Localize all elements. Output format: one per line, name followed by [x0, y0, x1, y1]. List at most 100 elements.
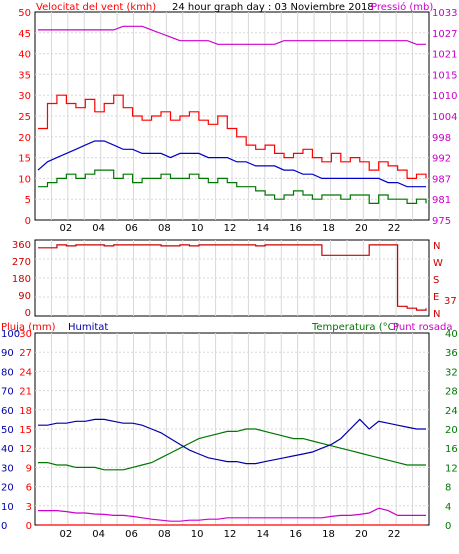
pressure-tick-label: 998	[432, 133, 451, 144]
wind-x-tick-label: 22	[388, 223, 401, 234]
humidity-label: Humitat	[68, 322, 108, 333]
dewpoint-label: Punt rosada	[393, 322, 452, 333]
wind-tick-label: 25	[18, 112, 31, 123]
temperature-label: Temperatura (°C)	[311, 322, 399, 333]
humidity-tick-label: 0	[1, 521, 7, 532]
rain-tick-label: 15	[19, 425, 32, 436]
pressure-line	[38, 25, 426, 45]
pressure-tick-label: 975	[432, 216, 451, 227]
climate-x-tick-label: 06	[125, 529, 138, 540]
wind-tick-label: 0	[25, 216, 31, 227]
humidity-tick-label: 50	[1, 425, 14, 436]
climate-x-tick-label: 16	[289, 529, 302, 540]
wind-tick-label: 45	[18, 29, 31, 40]
humidity-tick-label: 60	[1, 406, 14, 417]
climate-x-tick-label: 10	[191, 529, 204, 540]
panel-wind-grid	[35, 12, 429, 220]
temperature-tick-label: 12	[445, 463, 458, 474]
wind-left-label: Velocitat del vent (kmh)	[36, 2, 156, 13]
rain-tick-label: 24	[19, 367, 32, 378]
temperature-tick-label: 32	[445, 367, 458, 378]
pressure-right-label: Pressió (mb)	[371, 1, 433, 13]
rain-tick-label: 27	[19, 348, 32, 359]
humidity-tick-label: 40	[1, 444, 14, 455]
temperature-tick-label: 8	[445, 483, 451, 494]
pressure-tick-label: 1010	[432, 91, 457, 102]
wind-tick-label: 15	[18, 154, 31, 165]
temperature-tick-label: 20	[445, 425, 458, 436]
wind-tick-label: 40	[18, 50, 31, 61]
compass-label: N	[433, 309, 440, 320]
climate-x-tick-label: 18	[322, 529, 335, 540]
direction-y-ticks: 360 270 180 90 0	[12, 240, 31, 319]
temperature-tick-label: 40	[445, 329, 458, 340]
compass-label: E	[433, 292, 439, 303]
rain-label: Pluja (mm)	[1, 322, 56, 333]
temperature-tick-label: 24	[445, 406, 458, 417]
pressure-tick-label: 1033	[432, 8, 457, 19]
humidity-line	[38, 418, 426, 465]
rain-tick-label: 3	[26, 502, 32, 513]
wind-speed-line	[37, 140, 426, 188]
wind-tick-label: 50	[18, 8, 31, 19]
panel-direction-lines	[38, 244, 427, 311]
panel-wind-lines	[37, 25, 427, 204]
wind-x-tick-label: 18	[322, 223, 335, 234]
temperature-tick-label: 4	[445, 502, 451, 513]
humidity-tick-label: 80	[1, 367, 14, 378]
climate-x-tick-label: 12	[224, 529, 237, 540]
wind-y-ticks: 0 5 10 15 20 25 30 35 40 45 50	[18, 8, 31, 227]
pressure-y-ticks: 975 981 987 992 998 1004 1010 1015 1021 1027 1033	[432, 8, 457, 227]
mean-wind-line	[38, 169, 427, 204]
direction-tick-label: 360	[12, 240, 31, 251]
climate-x-tick-label: 02	[59, 529, 72, 540]
rain-tick-label: 21	[19, 387, 32, 398]
humidity-tick-label: 30	[1, 463, 14, 474]
humidity-tick-label: 70	[1, 387, 14, 398]
rain-tick-label: 18	[19, 406, 32, 417]
pressure-tick-label: 1004	[432, 112, 457, 123]
wind-tick-label: 10	[18, 174, 31, 185]
rain-tick-label: 9	[26, 463, 32, 474]
compass-label: N	[433, 241, 440, 252]
wind-x-tick-label: 08	[158, 223, 171, 234]
temperature-line	[38, 428, 426, 471]
pressure-tick-label: 987	[432, 174, 451, 185]
humidity-tick-label: 100	[1, 329, 20, 340]
climate-x-tick-label: 22	[388, 529, 401, 540]
wind-tick-label: 5	[25, 195, 31, 206]
humidity-tick-label: 20	[1, 483, 14, 494]
rain-tick-label: 30	[19, 329, 32, 340]
compass-label: W	[433, 258, 443, 269]
rain-tick-label: 6	[26, 483, 32, 494]
panel-climate-lines	[38, 418, 426, 526]
direction-value: 37	[444, 296, 457, 307]
pressure-tick-label: 992	[432, 154, 451, 165]
climate-x-ticks: 02 04 06 08 10 12 14 16 18 20 22	[59, 529, 400, 540]
humidity-tick-label: 10	[1, 502, 14, 513]
wind-x-tick-label: 12	[224, 223, 237, 234]
pressure-tick-label: 1021	[432, 50, 457, 61]
pressure-tick-label: 1027	[432, 29, 457, 40]
direction-tick-label: 180	[12, 274, 31, 285]
pressure-tick-label: 981	[432, 195, 451, 206]
panel-direction-grid	[35, 240, 429, 316]
wind-x-tick-label: 02	[59, 223, 72, 234]
wind-x-ticks: 02 04 06 08 10 12 14 16 18 20 22	[59, 223, 400, 234]
gust-line	[38, 94, 427, 179]
climate-x-tick-label: 08	[158, 529, 171, 540]
wind-x-tick-label: 16	[289, 223, 302, 234]
compass-label: S	[433, 275, 439, 286]
rain-tick-label: 0	[26, 521, 32, 532]
climate-x-tick-label: 14	[256, 529, 269, 540]
wind-tick-label: 20	[18, 133, 31, 144]
temperature-tick-label: 36	[445, 348, 458, 359]
humidity-tick-label: 90	[1, 348, 14, 359]
direction-tick-label: 0	[25, 308, 31, 319]
pressure-tick-label: 1015	[432, 70, 457, 81]
wind-x-tick-label: 04	[92, 223, 105, 234]
